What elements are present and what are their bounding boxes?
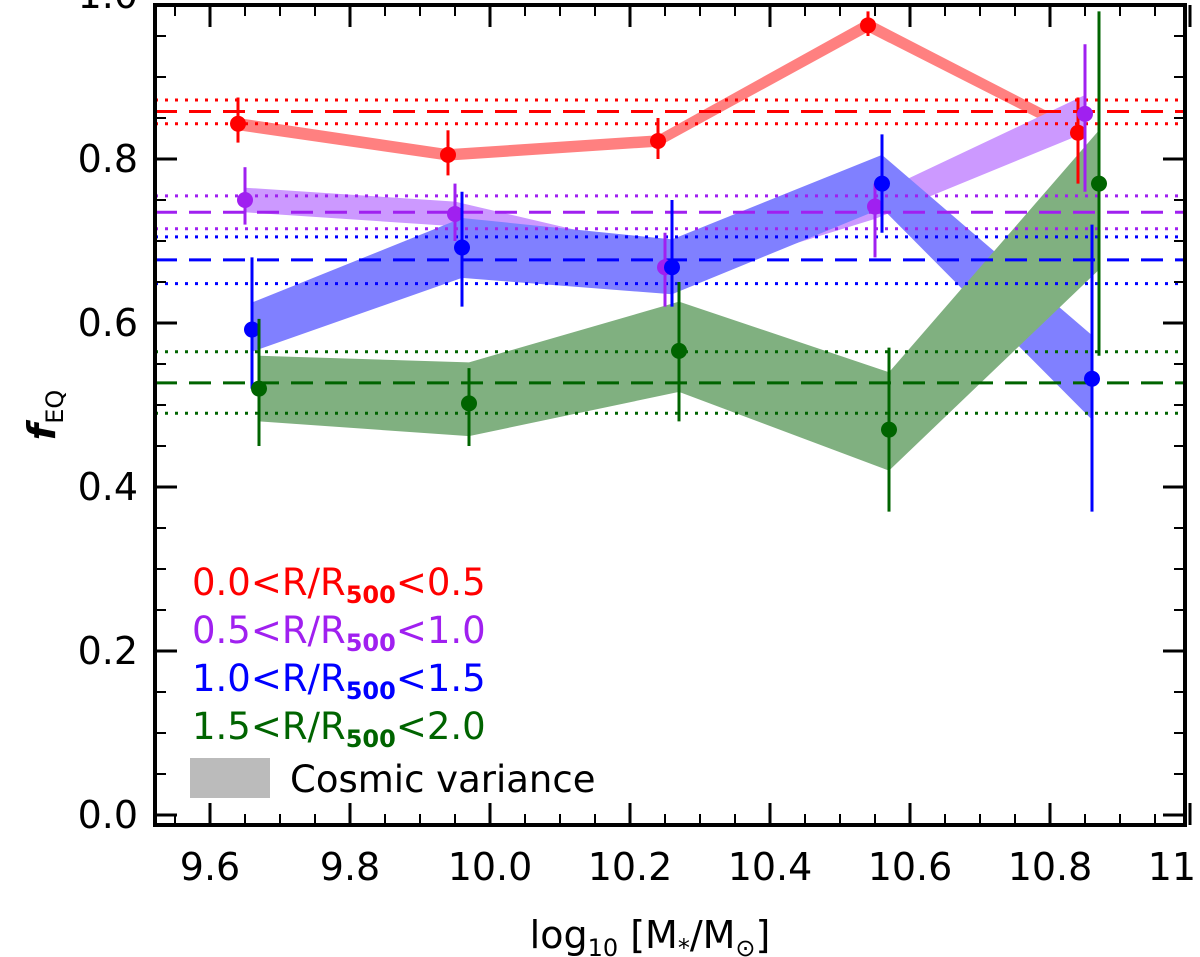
x-tick-label: 10.6	[868, 845, 953, 889]
legend: 0.0<R/R500<0.50.5<R/R500<1.01.0<R/R500<1…	[190, 561, 595, 801]
data-point-series-3-1	[244, 321, 260, 338]
legend-swatch-cosmic-variance	[190, 758, 270, 798]
data-point-series-4-5	[1091, 175, 1107, 192]
x-tick-label: 10.4	[728, 845, 813, 889]
legend-entry-series-3: 1.0<R/R500<1.5	[192, 657, 486, 705]
y-tick-label: 0.0	[78, 793, 138, 837]
data-point-series-2-1	[237, 192, 253, 208]
y-tick-label: 0.8	[78, 137, 138, 181]
x-tick-label: 9.6	[180, 845, 240, 889]
cosmic-variance-bands	[238, 18, 1099, 471]
data-point-series-1-4	[860, 17, 876, 34]
data-point-series-1-1	[230, 115, 246, 132]
x-axis-label: log10 [M*/M⊙]	[530, 913, 771, 957]
plot-frame	[153, 3, 1187, 827]
data-point-series-3-3	[664, 259, 680, 276]
data-point-series-4-2	[461, 395, 477, 412]
data-point-series-4-4	[881, 421, 897, 438]
x-tick-label: 11.0	[1148, 845, 1200, 889]
x-tick-label: 9.8	[320, 845, 380, 889]
y-tick-label: 0.4	[78, 465, 138, 509]
data-point-series-2-4	[867, 198, 883, 215]
legend-entry-series-2: 0.5<R/R500<1.0	[192, 609, 486, 657]
x-tick-label: 10.2	[588, 845, 673, 889]
x-tick-label: 10.8	[1008, 845, 1093, 889]
y-tick-label: 0.6	[78, 301, 138, 345]
data-point-series-4-1	[251, 380, 267, 397]
data-points	[230, 11, 1107, 512]
axis-ticks: 9.6 9.8 10.0 10.2 10.4 10.6 10.8 11.0 0.0 0.2 0.4 0…	[78, 0, 1200, 889]
y-axis-label: fEQ	[20, 390, 69, 441]
data-point-series-1-2	[440, 146, 456, 163]
data-point-series-2-2	[447, 205, 463, 222]
data-point-series-1-3	[650, 132, 666, 149]
data-point-series-3-4	[874, 175, 890, 192]
legend-entry-series-4: 1.5<R/R500<2.0	[192, 705, 486, 753]
y-tick-label: 0.2	[78, 629, 138, 673]
y-tick-label: 1.0	[78, 0, 138, 17]
data-point-series-1-5	[1070, 124, 1086, 141]
data-point-series-3-5	[1084, 370, 1100, 387]
data-point-series-2-5	[1077, 105, 1093, 122]
data-point-series-3-2	[454, 239, 470, 256]
x-tick-label: 10.0	[448, 845, 533, 889]
legend-entry-cosmic-variance: Cosmic variance	[290, 758, 595, 801]
data-point-series-4-3	[671, 342, 687, 359]
legend-entry-series-1: 0.0<R/R500<0.5	[192, 561, 486, 609]
